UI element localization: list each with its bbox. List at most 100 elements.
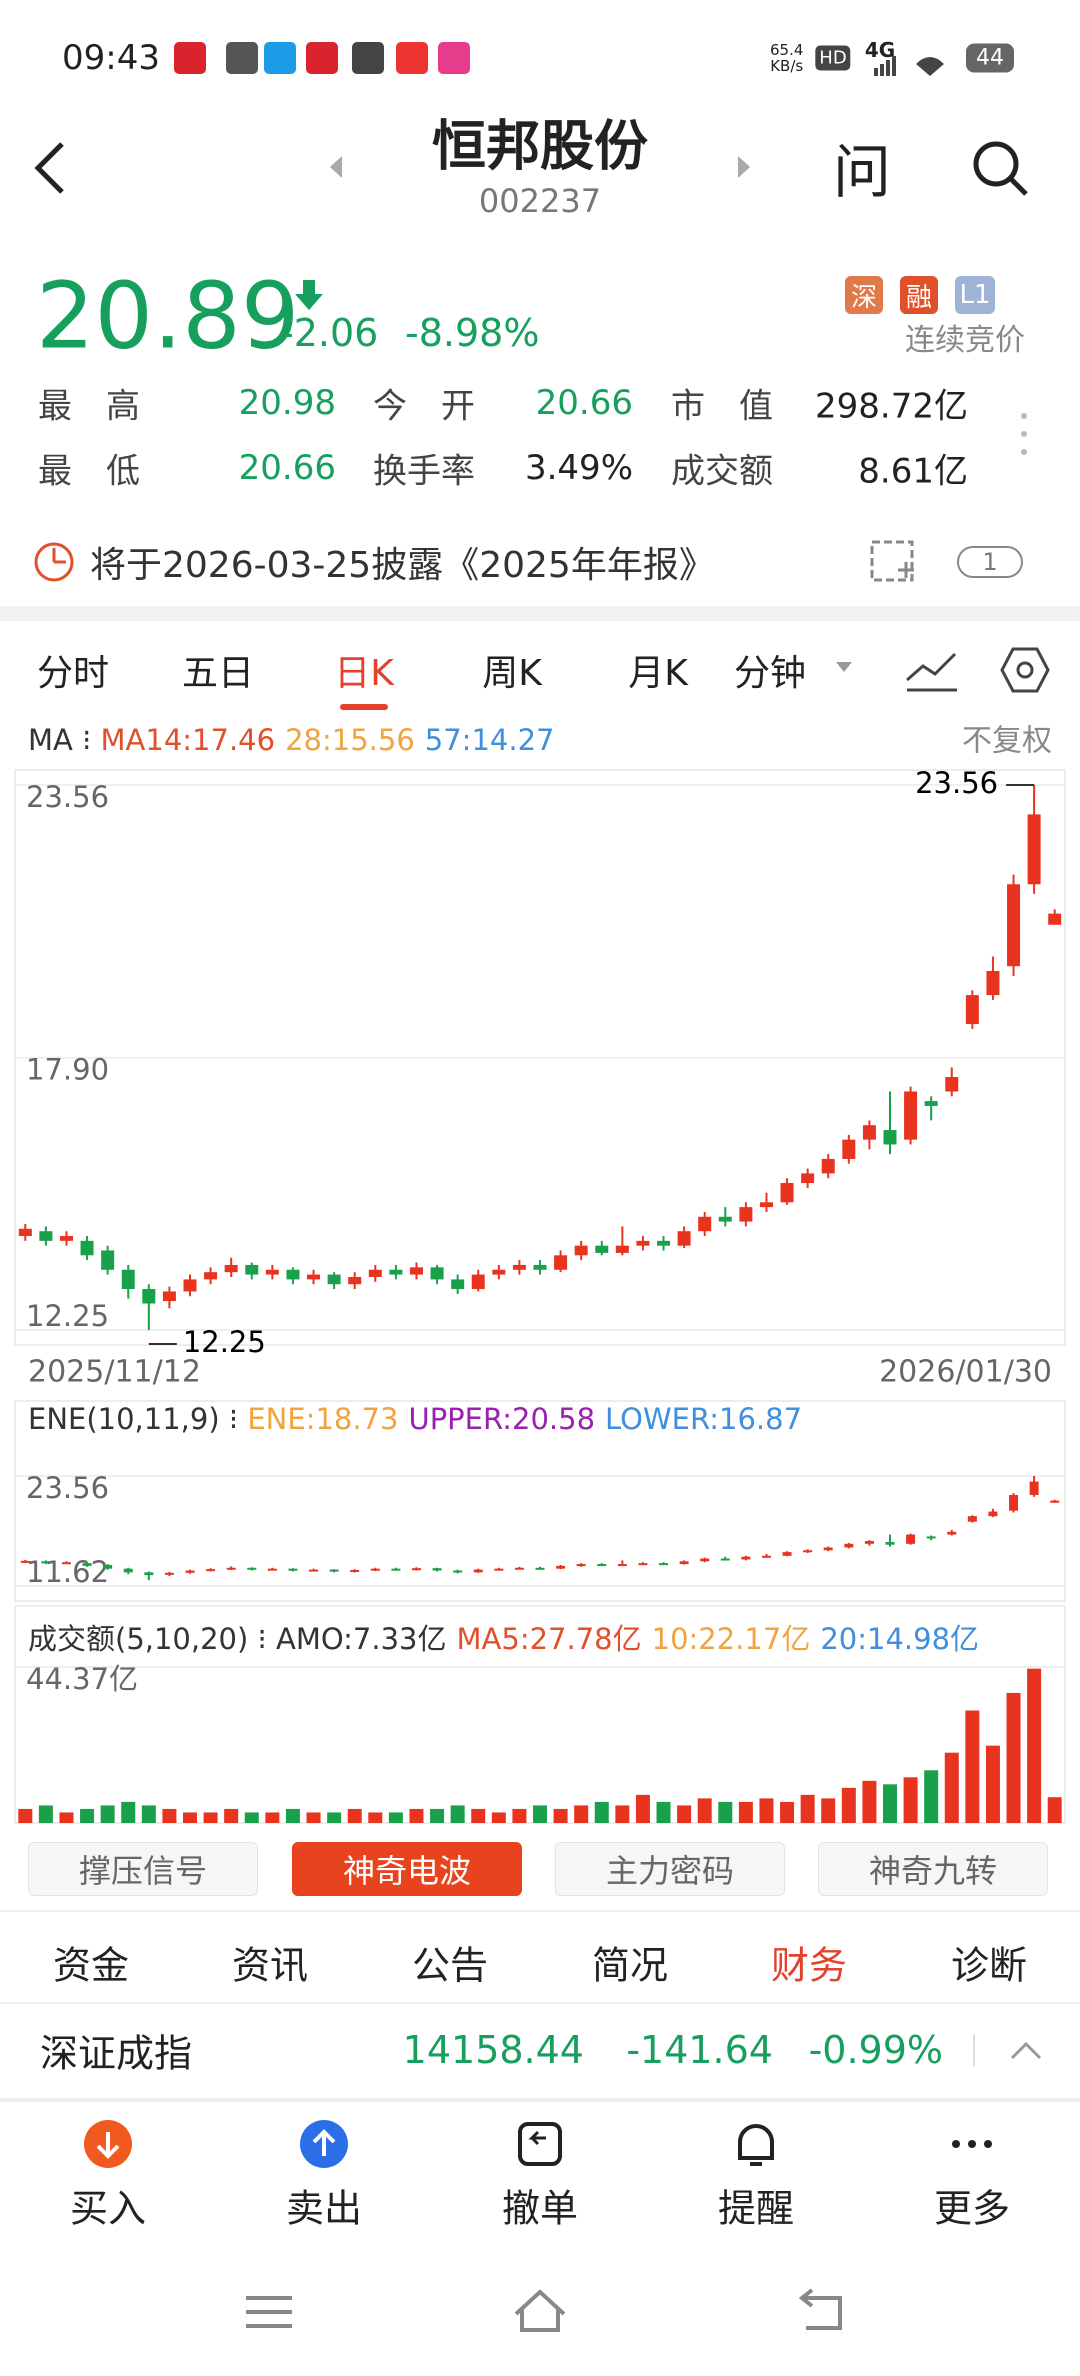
volume-bar bbox=[553, 1808, 568, 1823]
bottom-action[interactable]: 买入 bbox=[69, 2186, 147, 2231]
candle-body bbox=[801, 1173, 815, 1184]
prev-stock[interactable] bbox=[328, 156, 344, 178]
more-dots[interactable] bbox=[1018, 410, 1030, 458]
indicator-button[interactable]: 神奇九转 bbox=[818, 1842, 1048, 1896]
volume-bar bbox=[80, 1808, 95, 1823]
next-stock[interactable] bbox=[736, 156, 752, 178]
bottom-action[interactable]: 提醒 bbox=[717, 2186, 795, 2231]
notice-badge[interactable]: 1 bbox=[957, 546, 1023, 578]
period-tab[interactable]: 分时 bbox=[36, 653, 110, 694]
candle-body bbox=[945, 1077, 959, 1092]
legend-sep: ⁝ bbox=[248, 1622, 276, 1656]
tag: L1 bbox=[955, 276, 995, 314]
candle-body bbox=[80, 1240, 94, 1256]
candle-body bbox=[1029, 1481, 1039, 1495]
adjust-mode[interactable]: 不复权 bbox=[962, 724, 1052, 759]
index-change: -141.64 bbox=[626, 2028, 773, 2072]
candle-body bbox=[864, 1541, 874, 1544]
status-time: 09:43 bbox=[62, 38, 160, 78]
volume-bar bbox=[944, 1752, 959, 1823]
candle-body bbox=[185, 1570, 195, 1573]
bottom-icons bbox=[84, 2120, 992, 2168]
period-tab-active[interactable]: 日K bbox=[334, 653, 394, 694]
info-tab[interactable]: 资金 bbox=[52, 1943, 130, 1988]
legend-item: UPPER:20.58 bbox=[408, 1402, 595, 1436]
info-tab[interactable]: 诊断 bbox=[950, 1943, 1028, 1988]
info-tab[interactable]: 公告 bbox=[411, 1943, 489, 1988]
draw-tool[interactable] bbox=[905, 646, 959, 692]
indicator-button[interactable]: 主力密码 bbox=[555, 1842, 785, 1896]
candle-body bbox=[700, 1558, 710, 1562]
volume-bar bbox=[471, 1808, 486, 1823]
volume-bar bbox=[491, 1812, 506, 1823]
ask-button[interactable]: 问 bbox=[832, 138, 892, 206]
volume-bar bbox=[183, 1812, 197, 1823]
candle-body bbox=[657, 1240, 671, 1246]
settings[interactable] bbox=[1000, 646, 1050, 694]
candle-body bbox=[309, 1569, 319, 1572]
legend-sep: ⁝ bbox=[220, 1402, 248, 1436]
indicator-button-active[interactable]: 神奇电波 bbox=[292, 1842, 522, 1896]
period-tab[interactable]: 月K bbox=[628, 653, 688, 694]
indicator-button[interactable]: 撑压信号 bbox=[28, 1842, 258, 1896]
info-tab[interactable]: 简况 bbox=[591, 1943, 669, 1988]
candle-body bbox=[121, 1269, 135, 1290]
candle-body bbox=[718, 1216, 732, 1222]
volume-bar bbox=[615, 1805, 630, 1823]
legend-label: 成交额(5,10,20) bbox=[28, 1622, 248, 1656]
search-button[interactable] bbox=[970, 138, 1030, 198]
volume-bar bbox=[759, 1798, 774, 1823]
index-name: 深证成指 bbox=[40, 2031, 193, 2076]
period-tab[interactable]: 周K bbox=[482, 653, 542, 694]
notice-text[interactable]: 将于2026-03-25披露《2025年年报》 bbox=[90, 545, 715, 586]
candle-body bbox=[1009, 1494, 1019, 1511]
candle-body bbox=[59, 1236, 73, 1241]
period-tab[interactable]: 五日 bbox=[181, 653, 255, 694]
volume-bar bbox=[368, 1812, 383, 1823]
volume-bar bbox=[635, 1794, 650, 1823]
candle-body bbox=[307, 1274, 321, 1280]
bottom-action[interactable]: 卖出 bbox=[285, 2186, 363, 2231]
x-start: 2025/11/12 bbox=[28, 1355, 201, 1390]
volume-bar bbox=[965, 1710, 980, 1823]
change-pct: -8.98% bbox=[405, 311, 540, 355]
add-calendar[interactable] bbox=[868, 536, 918, 586]
candle-body bbox=[245, 1264, 259, 1275]
candle-body bbox=[101, 1250, 115, 1270]
candle-body bbox=[988, 1511, 998, 1517]
battery: 44 bbox=[966, 43, 1014, 73]
candle-body bbox=[103, 1564, 113, 1569]
candle-body bbox=[883, 1130, 897, 1145]
candle-body bbox=[533, 1264, 547, 1270]
stat-value: 298.72亿 bbox=[815, 386, 968, 427]
bottom-action[interactable]: 更多 bbox=[933, 2186, 1011, 2231]
legend-item: 10:22.17亿 bbox=[652, 1622, 811, 1656]
y-tick-label: 44.37亿 bbox=[26, 1662, 138, 1696]
stat-value: 20.66 bbox=[238, 448, 336, 488]
candle-body bbox=[494, 1568, 504, 1571]
legend-item: MA14:17.46 bbox=[101, 723, 276, 757]
candle-body bbox=[597, 1564, 607, 1567]
change: -2.06 bbox=[280, 311, 379, 355]
expand-index[interactable] bbox=[970, 2030, 1050, 2070]
candle-body bbox=[61, 1562, 71, 1565]
volume-bar bbox=[862, 1780, 877, 1823]
candle-body bbox=[1027, 814, 1041, 885]
nav-bar bbox=[246, 2288, 842, 2332]
stat-value: 20.66 bbox=[535, 383, 633, 423]
period-tab[interactable]: 分钟 bbox=[733, 653, 807, 694]
info-tab-active[interactable]: 财务 bbox=[770, 1943, 848, 1988]
volume-bar bbox=[141, 1805, 156, 1823]
net-speed: 65.4 KB/s bbox=[770, 42, 803, 74]
volume-bar bbox=[347, 1808, 362, 1823]
info-tab[interactable]: 资讯 bbox=[231, 1943, 309, 1988]
back-button[interactable] bbox=[30, 140, 70, 196]
candle-body bbox=[904, 1091, 918, 1140]
volume-bar bbox=[327, 1812, 342, 1823]
stat-label: 成交额 bbox=[671, 451, 773, 492]
bottom-action[interactable]: 撤单 bbox=[501, 2186, 579, 2231]
candle-body bbox=[432, 1568, 442, 1571]
candle-body bbox=[453, 1570, 463, 1573]
y-tick-label: 23.56 bbox=[26, 780, 109, 814]
signal-wifi bbox=[874, 56, 944, 76]
